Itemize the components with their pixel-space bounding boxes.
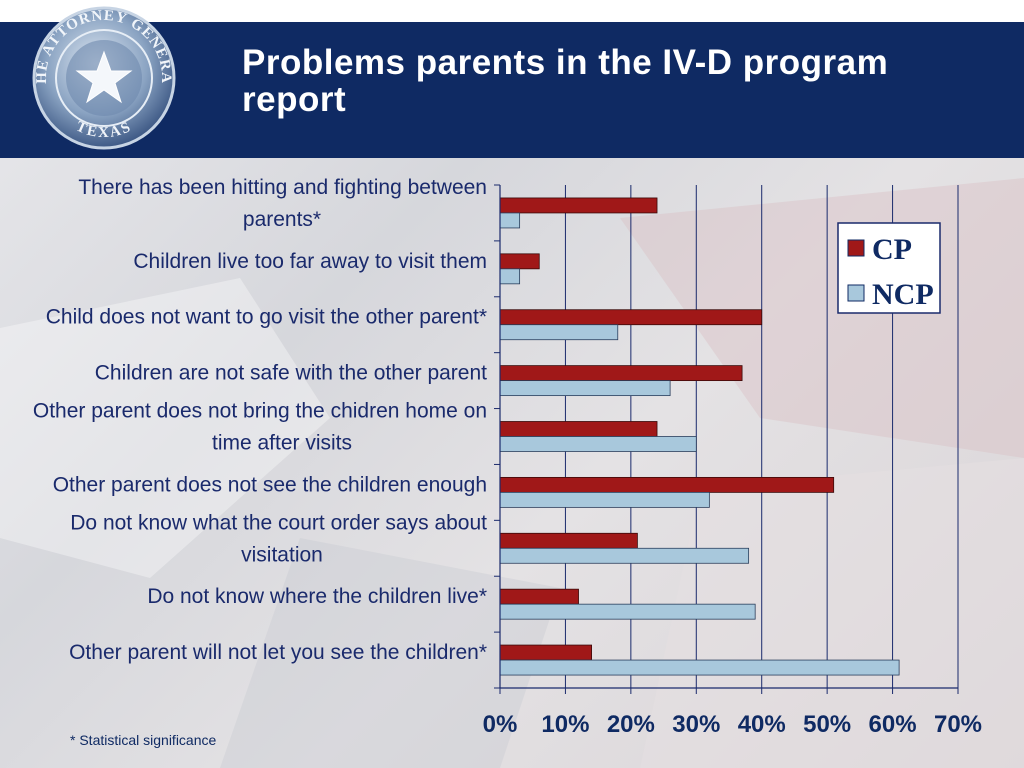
- bar-cp: [499, 476, 835, 493]
- legend-swatch-ncp: [847, 284, 865, 302]
- bar-cp: [499, 532, 638, 549]
- category-labels: There has been hitting and fighting betw…: [33, 176, 487, 664]
- bar-ncp: [499, 212, 521, 229]
- seal-state: TEXAS: [73, 119, 132, 141]
- category-label: parents*: [243, 208, 321, 231]
- bar-ncp: [499, 380, 671, 397]
- bar-cp: [499, 309, 763, 326]
- chart-axes: [494, 184, 959, 694]
- x-tick-label: 50%: [803, 711, 851, 738]
- bar-cp: [499, 253, 540, 270]
- legend-swatch-cp: [847, 239, 865, 257]
- legend-label-cp: CP: [872, 233, 912, 266]
- x-tick-label: 20%: [607, 711, 655, 738]
- category-label: visitation: [241, 543, 323, 566]
- x-tick-label: 0%: [483, 711, 518, 738]
- x-tick-label: 30%: [672, 711, 720, 738]
- bar-cp: [499, 644, 592, 661]
- bar-ncp: [499, 603, 756, 620]
- category-label: Children are not safe with the other par…: [95, 362, 487, 385]
- category-label: Do not know where the children live*: [147, 585, 487, 608]
- bar-ncp: [499, 268, 521, 285]
- category-label: Other parent does not bring the chidren …: [33, 400, 487, 423]
- category-label: Children live too far away to visit them: [133, 250, 487, 273]
- legend-label-ncp: NCP: [872, 278, 934, 311]
- bar-ncp: [499, 324, 619, 341]
- footnote: * Statistical significance: [70, 732, 217, 748]
- category-label: Do not know what the court order says ab…: [70, 511, 487, 534]
- x-tick-label: 60%: [869, 711, 917, 738]
- category-label: Other parent will not let you see the ch…: [69, 641, 487, 664]
- attorney-general-seal: THE ATTORNEY GENERAL TEXAS: [20, 4, 176, 150]
- category-label: time after visits: [212, 432, 352, 455]
- bar-cp: [499, 197, 658, 214]
- bar-cp: [499, 588, 579, 605]
- category-label: There has been hitting and fighting betw…: [78, 176, 487, 199]
- slide-title: Problems parents in the IV-D program rep…: [242, 43, 889, 119]
- bar-cp: [499, 365, 743, 382]
- bar-ncp: [499, 436, 697, 452]
- star-icon: [75, 50, 133, 104]
- x-tick-label: 10%: [541, 711, 589, 738]
- tick-labels: 0% 10% 20% 30% 40% 50% 60% 70%: [483, 711, 982, 738]
- svg-text:TEXAS: TEXAS: [73, 119, 134, 141]
- bar-ncp: [499, 659, 900, 676]
- category-label: Child does not want to go visit the othe…: [46, 306, 487, 329]
- x-tick-label: 40%: [738, 711, 786, 738]
- bar-ncp: [499, 547, 750, 564]
- chart-legend: CP NCP: [837, 222, 941, 314]
- x-tick-label: 70%: [934, 711, 982, 738]
- category-label: Other parent does not see the children e…: [53, 473, 487, 496]
- bar-ncp: [499, 491, 710, 508]
- top-strip: [0, 0, 1024, 22]
- bar-cp: [499, 421, 658, 437]
